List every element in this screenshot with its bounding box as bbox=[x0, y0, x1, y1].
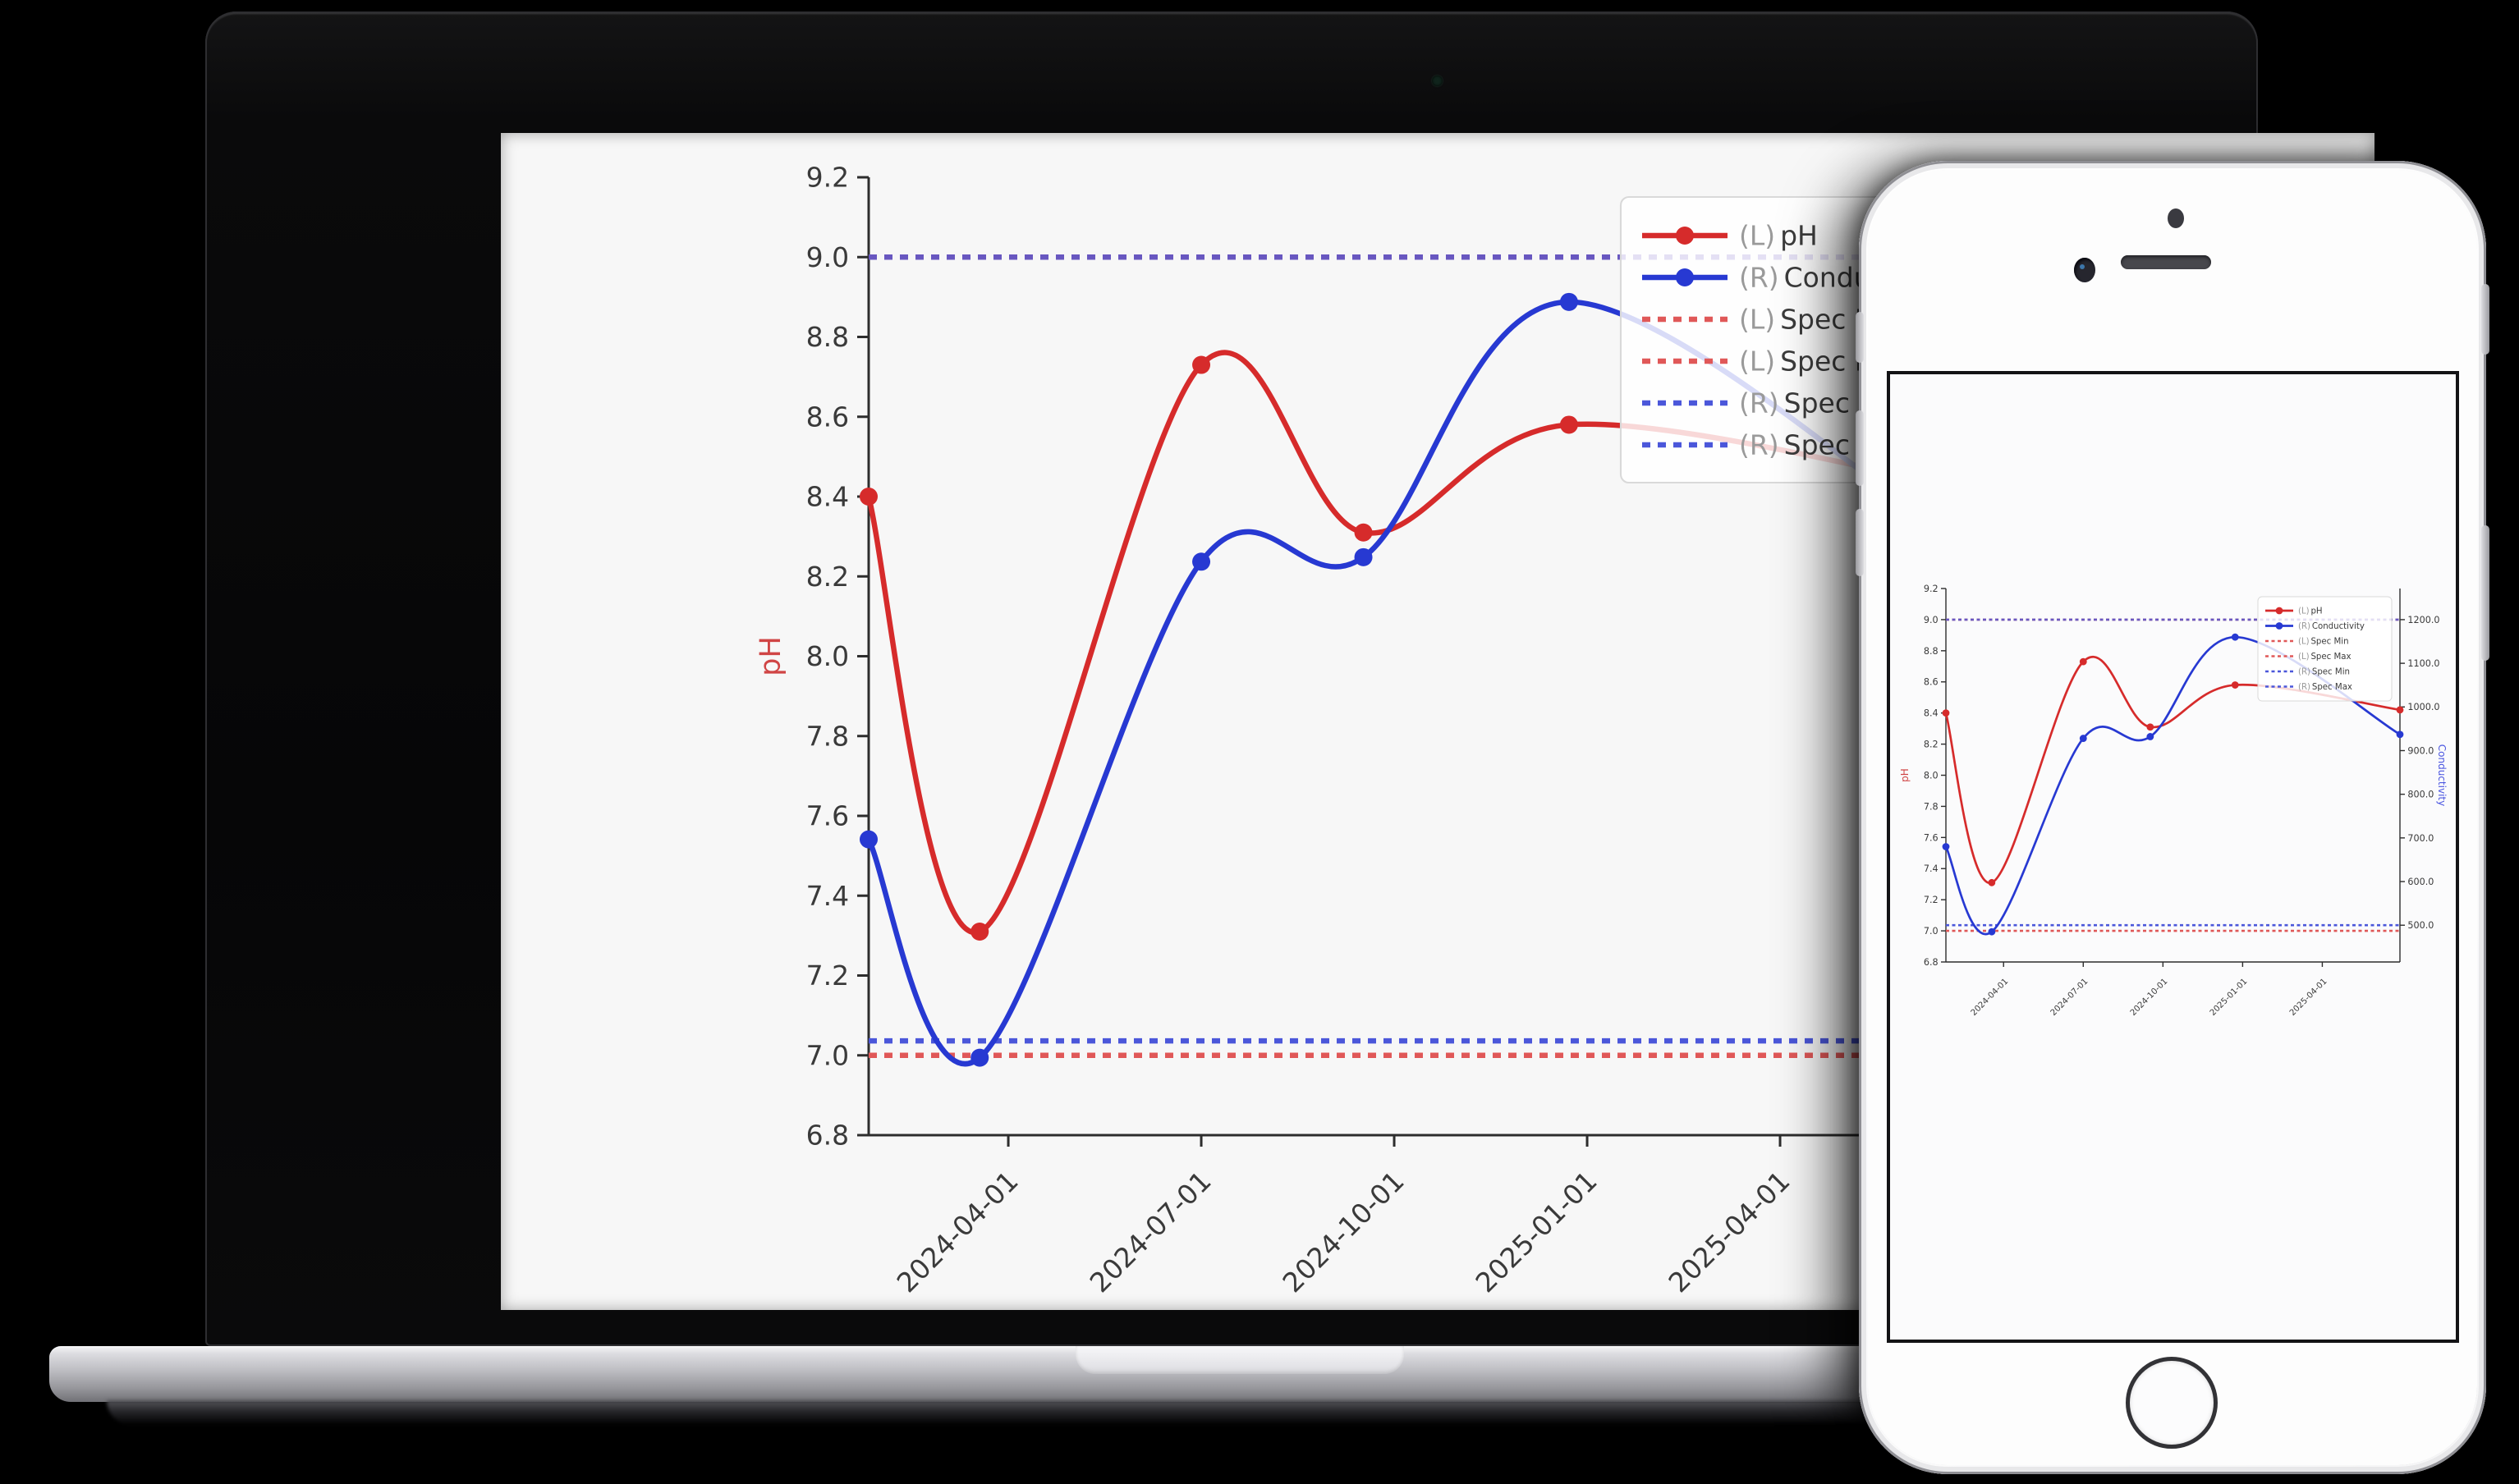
x-tick-label: 2025-04-01 bbox=[1663, 1165, 1796, 1298]
phone-volume-down-button bbox=[1856, 509, 1864, 576]
y-tick-label-left: 9.2 bbox=[1924, 584, 1939, 594]
y-tick-label-right: 1200.0 bbox=[2407, 615, 2439, 625]
phone-mute-switch bbox=[1856, 312, 1864, 363]
y-tick-label-left: 8.0 bbox=[806, 640, 849, 672]
data-point-conductivity bbox=[2079, 735, 2087, 742]
y-axis-title-left: pH bbox=[1899, 768, 1911, 782]
x-tick-label: 2024-04-01 bbox=[891, 1165, 1025, 1298]
y-tick-label-left: 7.0 bbox=[1924, 926, 1939, 937]
y-axis-title-left: pH bbox=[755, 636, 787, 676]
home-button bbox=[2126, 1357, 2218, 1449]
phone-side-button bbox=[2481, 525, 2489, 661]
data-point-conductivity bbox=[1192, 552, 1211, 571]
data-point-conductivity bbox=[1559, 292, 1578, 311]
legend-label: (R) Spec Max bbox=[2298, 683, 2352, 692]
phone-power-button bbox=[2481, 284, 2489, 355]
x-tick-label: 2024-10-01 bbox=[2129, 977, 2170, 1018]
y-tick-label-right: 500.0 bbox=[2407, 920, 2434, 931]
y-tick-label-left: 6.8 bbox=[806, 1120, 849, 1152]
y-tick-label-left: 9.0 bbox=[1924, 615, 1939, 625]
legend-label: (L) Spec Max bbox=[2298, 653, 2352, 662]
legend-label: (L) pH bbox=[2298, 607, 2323, 616]
data-point-ph bbox=[2146, 723, 2154, 731]
webcam-icon bbox=[1432, 76, 1443, 86]
data-point-conductivity bbox=[2231, 633, 2239, 641]
y-tick-label-right: 700.0 bbox=[2407, 833, 2434, 844]
y-tick-label-right: 600.0 bbox=[2407, 877, 2434, 887]
data-point-ph bbox=[1354, 523, 1373, 542]
y-tick-label-left: 8.0 bbox=[1924, 770, 1939, 781]
y-tick-label-left: 9.2 bbox=[806, 162, 849, 194]
x-tick-label: 2025-04-01 bbox=[2288, 977, 2329, 1018]
y-tick-label-left: 7.0 bbox=[806, 1039, 849, 1071]
series-line-ph bbox=[865, 350, 1971, 936]
y-tick-label-left: 8.8 bbox=[806, 321, 849, 353]
laptop-base-shadow bbox=[107, 1400, 2192, 1425]
legend-sample-marker bbox=[2275, 607, 2283, 615]
data-point-conductivity bbox=[1942, 843, 1950, 850]
data-point-ph bbox=[970, 923, 989, 941]
y-axis-title-right: Conductivity bbox=[2436, 744, 2448, 806]
data-point-ph bbox=[1988, 878, 1996, 886]
y-tick-label-right: 800.0 bbox=[2407, 790, 2434, 800]
phone-speaker-icon bbox=[2121, 255, 2211, 269]
legend-label: (L) Spec Min bbox=[2298, 638, 2349, 647]
legend-label: (R)Conductivity bbox=[2298, 622, 2365, 631]
y-tick-label-right: 1100.0 bbox=[2407, 658, 2439, 669]
y-tick-label-left: 7.6 bbox=[806, 800, 849, 832]
y-tick-label-left: 9.0 bbox=[806, 241, 849, 273]
data-point-ph bbox=[860, 488, 878, 506]
y-tick-label-left: 7.2 bbox=[1924, 895, 1939, 905]
legend-sample-marker bbox=[2275, 622, 2283, 630]
y-tick-label-left: 8.2 bbox=[1924, 740, 1939, 750]
data-point-conductivity bbox=[2396, 731, 2404, 739]
data-point-conductivity bbox=[970, 1048, 989, 1067]
x-tick-label: 2024-04-01 bbox=[1970, 977, 2011, 1018]
phone-mockup: 9.2 9.0 8.8 8.6 8.4 8.2 8.0 7.8 7.6 7.4 7.2 7.0 6.8 1… bbox=[1856, 161, 2489, 1474]
y-tick-label-left: 8.8 bbox=[1924, 646, 1939, 657]
phone-chart: 9.2 9.0 8.8 8.6 8.4 8.2 8.0 7.8 7.6 7.4 7.2 7.0 6.8 1… bbox=[1899, 584, 2448, 1018]
y-tick-label-left: 8.6 bbox=[1924, 677, 1939, 688]
legend-label: (R) Spec Min bbox=[2298, 668, 2350, 677]
y-tick-label-left: 8.4 bbox=[1924, 708, 1939, 719]
phone-screen: 9.2 9.0 8.8 8.6 8.4 8.2 8.0 7.8 7.6 7.4 7.2 7.0 6.8 1… bbox=[1887, 371, 2459, 1343]
x-tick-label: 2025-01-01 bbox=[2209, 977, 2250, 1018]
series-line-ph bbox=[1944, 655, 2402, 884]
y-tick-label-left: 8.6 bbox=[806, 401, 849, 433]
data-point-ph bbox=[1942, 709, 1950, 717]
laptop-lid-notch bbox=[1076, 1346, 1404, 1374]
phone-volume-up-button bbox=[1856, 410, 1864, 486]
phone-sensor-icon bbox=[2168, 208, 2184, 228]
y-tick-label-left: 6.8 bbox=[1924, 957, 1939, 968]
y-tick-label-left: 8.4 bbox=[806, 481, 849, 513]
y-tick-label-left: 7.2 bbox=[806, 960, 849, 992]
y-tick-label-left: 7.6 bbox=[1924, 832, 1939, 843]
y-tick-label-left: 7.8 bbox=[806, 720, 849, 752]
data-point-ph bbox=[1192, 355, 1211, 374]
data-point-conductivity bbox=[860, 830, 878, 849]
data-point-ph bbox=[1559, 415, 1578, 434]
x-tick-label: 2024-10-01 bbox=[1277, 1165, 1411, 1298]
data-point-conductivity bbox=[2146, 733, 2154, 740]
y-tick-label-left: 7.4 bbox=[806, 880, 849, 912]
data-point-ph bbox=[2079, 657, 2087, 666]
legend-label: (L) pH bbox=[1739, 220, 1818, 252]
data-point-ph bbox=[2231, 681, 2239, 689]
chart-legend bbox=[2257, 596, 2393, 702]
y-tick-label-left: 8.2 bbox=[806, 561, 849, 593]
x-tick-label: 2025-01-01 bbox=[1470, 1165, 1604, 1298]
x-tick-label: 2024-07-01 bbox=[1084, 1165, 1218, 1298]
data-point-ph bbox=[2396, 706, 2404, 714]
phone-camera-icon bbox=[2074, 258, 2095, 282]
legend-sample-marker bbox=[1676, 227, 1694, 245]
legend-sample-marker bbox=[1676, 268, 1694, 286]
data-point-conductivity bbox=[1354, 547, 1373, 566]
x-tick-label: 2024-07-01 bbox=[2049, 977, 2090, 1018]
y-tick-label-right: 1000.0 bbox=[2407, 702, 2439, 712]
data-point-conductivity bbox=[1988, 928, 1996, 936]
y-tick-label-left: 7.4 bbox=[1924, 863, 1939, 874]
y-tick-label-left: 7.8 bbox=[1924, 801, 1939, 812]
y-tick-label-right: 900.0 bbox=[2407, 745, 2434, 756]
